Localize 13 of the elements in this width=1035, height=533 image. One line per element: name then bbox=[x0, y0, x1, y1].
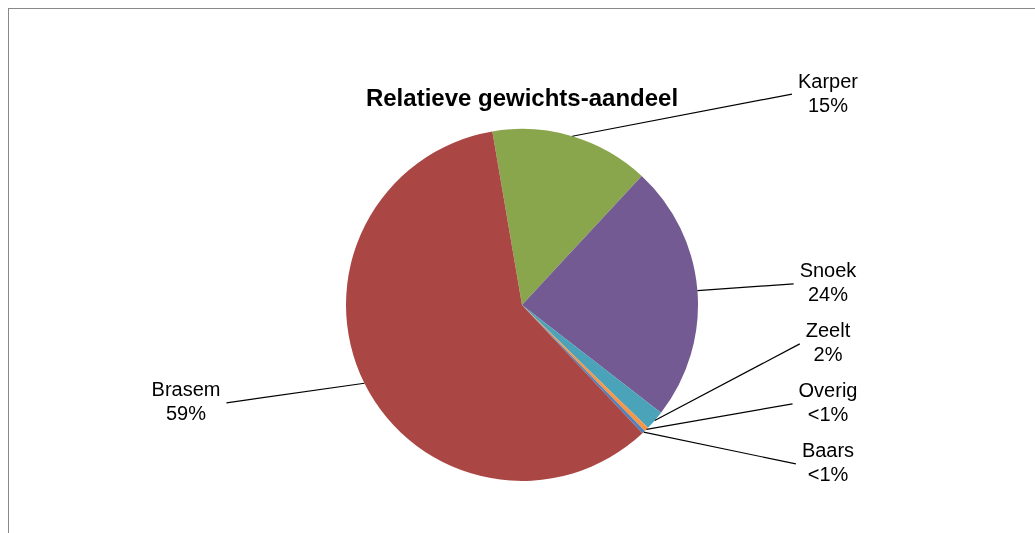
data-label: 59% bbox=[165, 402, 207, 425]
slice-label: Brasem bbox=[151, 378, 221, 401]
slice-label: Baars bbox=[801, 439, 855, 462]
slice-label: Karper bbox=[797, 69, 859, 92]
data-label: 24% bbox=[807, 283, 849, 306]
data-label: <1% bbox=[807, 463, 849, 486]
slice-label: Zeelt bbox=[805, 319, 851, 342]
data-label: 2% bbox=[813, 343, 843, 366]
data-label: <1% bbox=[807, 403, 849, 426]
data-label: 15% bbox=[807, 93, 849, 116]
slice-label: Overig bbox=[798, 379, 858, 402]
slice-label: Snoek bbox=[799, 259, 858, 282]
chart-title: Relatieve gewichts-aandeel bbox=[365, 84, 679, 112]
